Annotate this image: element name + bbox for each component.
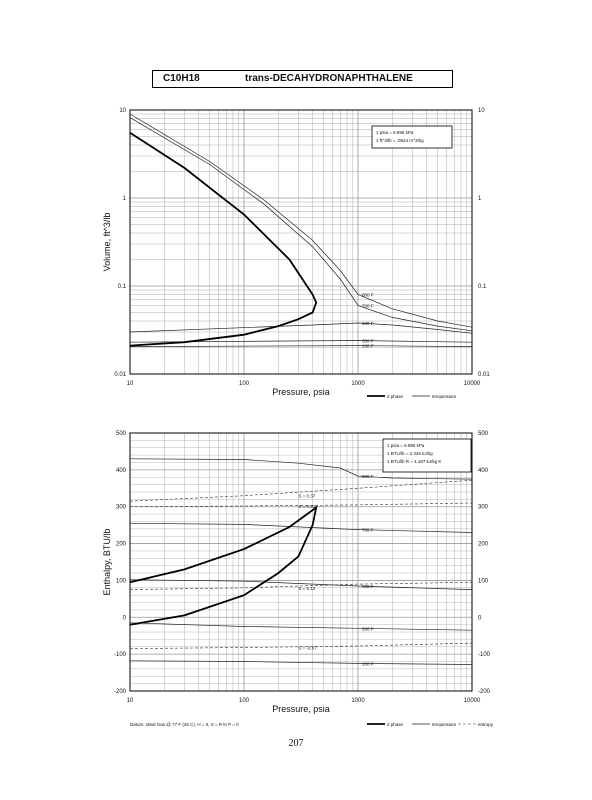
chemical-formula: C10H18 (163, 73, 200, 84)
isotherm-label: 800 F (362, 293, 374, 298)
legend-label: 2 phase (387, 722, 404, 727)
isotherm-line (129, 322, 473, 334)
legend-label: entropy (478, 722, 494, 727)
x-axis-label: Pressure, psia (272, 704, 330, 714)
y-tick-label-right: 100 (478, 578, 489, 584)
two-phase-curve (129, 132, 318, 347)
legend-label: 2 phase (387, 394, 404, 399)
y-tick-label-right: 300 (478, 505, 489, 511)
conversion-box (382, 438, 472, 473)
x-tick-label: 10000 (464, 381, 481, 387)
y-tick-label-right: 10 (478, 108, 485, 114)
y-axis-label: Volume, ft^3/lb (102, 213, 112, 272)
conversion-text: 1 BTU/lb = 2.326 kJ/kg (387, 451, 433, 456)
x-tick-label: 10 (127, 698, 134, 704)
y-tick-label: 100 (116, 578, 127, 584)
y-axis-label: Enthalpy, BTU/lb (102, 529, 112, 596)
y-tick-label-right: 0 (478, 615, 482, 621)
isotherm-line (129, 458, 473, 480)
x-axis-label: Pressure, psia (272, 387, 330, 397)
y-tick-label: 500 (116, 431, 127, 437)
x-tick-label: 10 (127, 381, 134, 387)
isotherm-line (129, 113, 473, 328)
isotherm-line (129, 117, 473, 332)
y-tick-label: 1 (123, 196, 127, 202)
compound-name: trans-DECAHYDRONAPHTHALENE (245, 73, 413, 84)
conversion-text: 1 ft^3/lb = .0624 m^3/kg (376, 138, 424, 143)
plot-frame (129, 432, 473, 692)
legend-label: temperature (432, 722, 457, 727)
isotherm-line (129, 660, 473, 665)
isotherm-label: 500 F (362, 584, 374, 589)
page-number: 207 (288, 738, 304, 749)
isotherm-label: 700 F (362, 304, 374, 309)
isotherm-line (129, 579, 473, 590)
x-tick-label: 100 (239, 381, 250, 387)
two-phase-curve (129, 505, 318, 626)
enthalpy-chart: 10 100 1000 10000 -200 -200 -100 -100 0 0 100 100 20… (102, 431, 494, 727)
isotherm-label: 100 F (362, 344, 374, 349)
y-tick-label: 400 (116, 468, 127, 474)
volume-chart: 10 100 1000 10000 0.01 0.01 0.1 0.1 1 1 10 10 Pressu… (102, 108, 490, 399)
y-tick-label: 0.1 (118, 284, 127, 290)
isotherm-label: 300 F (362, 626, 374, 631)
isotherm-line (129, 522, 473, 533)
isentrope-line (129, 642, 473, 649)
x-tick-label: 10000 (464, 698, 481, 704)
y-tick-label-right: 0.01 (478, 372, 490, 378)
isentrope-label: S = 0.37 (298, 494, 315, 499)
isotherm-label: 300 F (362, 339, 374, 344)
y-tick-label-right: 0.1 (478, 284, 487, 290)
isotherm-line (129, 622, 473, 631)
conversion-box (371, 125, 453, 149)
isotherm-line (129, 345, 473, 347)
conversion-text: 1 BTU/lb R = 4.187 kJ/kg K (387, 459, 441, 464)
conversion-text: 1 psia = 6.895 kPa (387, 443, 425, 448)
x-tick-label: 100 (239, 698, 250, 704)
isotherm-label: 600 F (362, 321, 374, 326)
y-tick-label: 0 (123, 615, 127, 621)
y-tick-label: 200 (116, 542, 127, 548)
y-tick-label: 10 (119, 108, 126, 114)
isentrope-label: S = 0.12 (298, 586, 315, 591)
y-tick-label-right: 500 (478, 431, 489, 437)
isentrope-line (129, 479, 473, 502)
isotherm-label: 800 F (362, 474, 374, 479)
y-tick-label: -100 (114, 652, 127, 658)
y-tick-label-right: -100 (478, 652, 491, 658)
x-tick-label: 1000 (351, 698, 365, 704)
isotherm-label: 700 F (362, 528, 374, 533)
isentrope-label: S = -0.07 (298, 646, 317, 651)
y-tick-label: 0.01 (114, 372, 126, 378)
datum-note: Datum: Ideal Gas @ 77 F (25 C), H = 0, S… (130, 722, 239, 727)
chart-title-box: C10H18 trans-DECAHYDRONAPHTHALENE (152, 70, 453, 88)
isentrope-line (129, 582, 473, 590)
isotherm-label: 100 F (362, 661, 374, 666)
legend-label: temperature (432, 394, 457, 399)
y-tick-label-right: 400 (478, 468, 489, 474)
y-tick-label-right: -200 (478, 689, 491, 695)
isentrope-line (129, 502, 473, 507)
y-tick-label: -200 (114, 689, 127, 695)
y-tick-label-right: 1 (478, 196, 482, 202)
x-tick-label: 1000 (351, 381, 365, 387)
y-tick-label: 300 (116, 505, 127, 511)
plot-frame (129, 109, 473, 375)
y-tick-label-right: 200 (478, 542, 489, 548)
isotherm-line (129, 340, 473, 343)
isentrope-label: S = 0.31 (298, 504, 315, 509)
conversion-text: 1 psia = 6.895 kPa (376, 130, 414, 135)
